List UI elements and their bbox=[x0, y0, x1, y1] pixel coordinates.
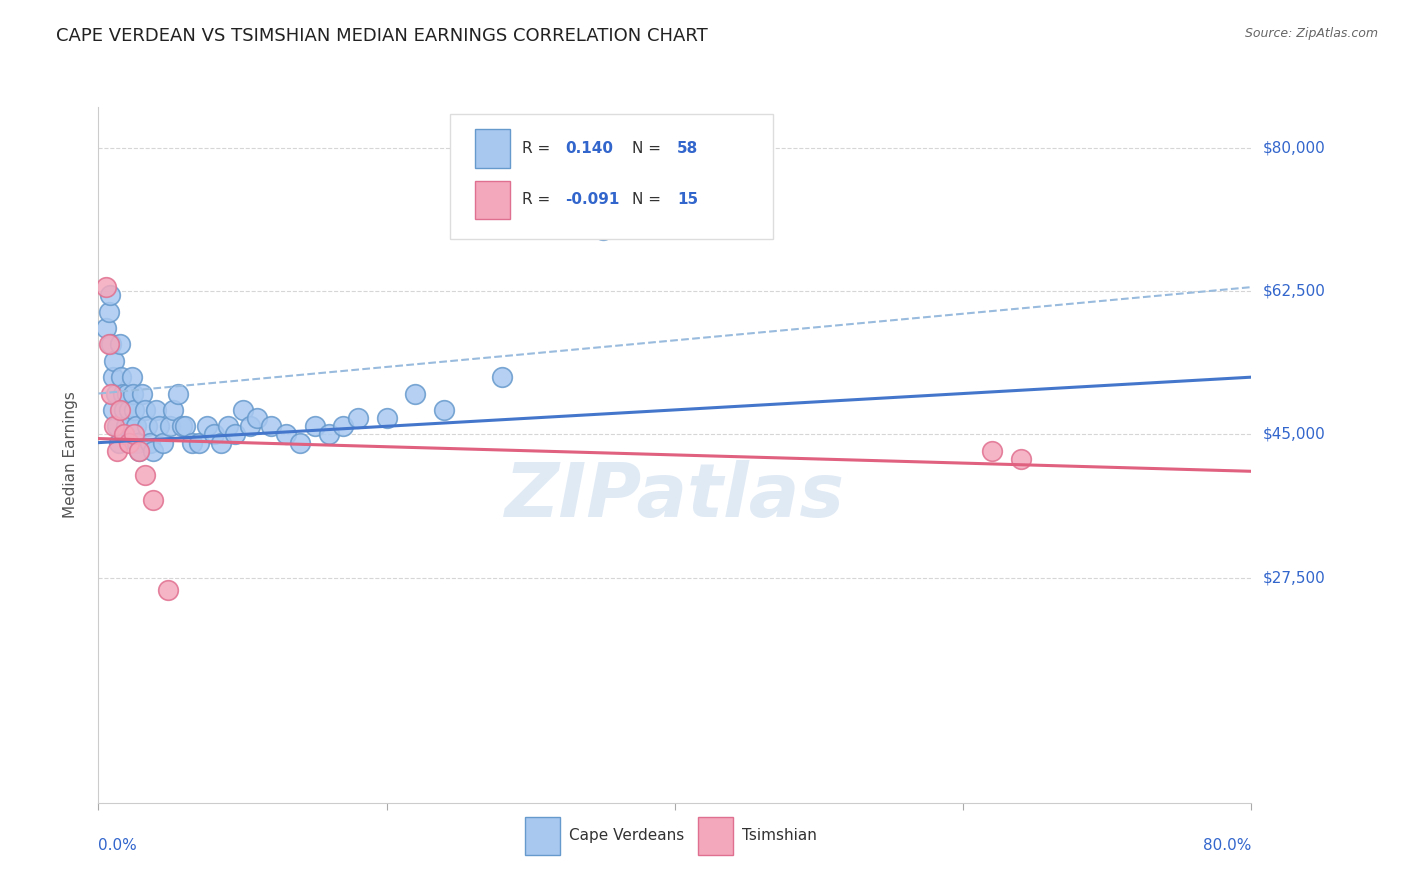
Text: Tsimshian: Tsimshian bbox=[742, 829, 817, 843]
Point bbox=[117, 386, 138, 401]
Point bbox=[112, 427, 135, 442]
Point bbox=[592, 223, 614, 237]
Point bbox=[98, 288, 121, 302]
Text: 0.140: 0.140 bbox=[565, 141, 613, 156]
Point bbox=[491, 370, 513, 384]
Point bbox=[100, 386, 122, 401]
Point bbox=[97, 337, 120, 351]
Point bbox=[103, 353, 125, 368]
Point bbox=[202, 427, 225, 442]
Point bbox=[124, 427, 146, 442]
Bar bbox=[475, 129, 510, 168]
Point bbox=[128, 443, 150, 458]
Point bbox=[981, 443, 1004, 458]
Text: ZIPatlas: ZIPatlas bbox=[505, 460, 845, 533]
Text: 0.0%: 0.0% bbox=[98, 838, 138, 853]
Point bbox=[127, 435, 149, 450]
Text: $80,000: $80,000 bbox=[1263, 140, 1326, 155]
Point bbox=[209, 435, 232, 450]
Point bbox=[239, 419, 262, 434]
Point bbox=[124, 403, 146, 417]
Point bbox=[346, 411, 368, 425]
Text: $45,000: $45,000 bbox=[1263, 427, 1326, 442]
Point bbox=[125, 419, 148, 434]
Text: 80.0%: 80.0% bbox=[1204, 838, 1251, 853]
Text: $62,500: $62,500 bbox=[1263, 284, 1326, 299]
Point bbox=[332, 419, 354, 434]
Point bbox=[108, 337, 131, 351]
Point bbox=[318, 427, 340, 442]
Point bbox=[170, 419, 193, 434]
Text: N =: N = bbox=[633, 193, 666, 207]
Point bbox=[105, 443, 128, 458]
Point bbox=[231, 403, 254, 417]
Text: $27,500: $27,500 bbox=[1263, 570, 1326, 585]
Point bbox=[217, 419, 239, 434]
Point bbox=[118, 435, 141, 450]
Point bbox=[128, 443, 150, 458]
Point bbox=[290, 435, 312, 450]
Point bbox=[260, 419, 283, 434]
Point bbox=[148, 419, 170, 434]
Point bbox=[142, 443, 165, 458]
Point bbox=[122, 386, 145, 401]
Point bbox=[142, 492, 165, 507]
Point bbox=[304, 419, 326, 434]
Point bbox=[174, 419, 197, 434]
Point bbox=[118, 403, 141, 417]
Text: N =: N = bbox=[633, 141, 666, 156]
Point bbox=[101, 403, 124, 417]
Point bbox=[114, 419, 136, 434]
Point bbox=[131, 386, 153, 401]
Point bbox=[107, 435, 129, 450]
Point bbox=[152, 435, 174, 450]
Point bbox=[1010, 452, 1032, 467]
Text: R =: R = bbox=[522, 193, 554, 207]
Point bbox=[139, 435, 162, 450]
Point bbox=[120, 419, 142, 434]
Y-axis label: Median Earnings: Median Earnings bbox=[63, 392, 77, 518]
FancyBboxPatch shape bbox=[450, 114, 773, 239]
Point bbox=[110, 370, 132, 384]
Point bbox=[103, 419, 125, 434]
Point bbox=[104, 386, 127, 401]
Point bbox=[162, 403, 184, 417]
Point bbox=[134, 403, 156, 417]
Point bbox=[433, 403, 456, 417]
Point bbox=[94, 321, 117, 335]
Text: Cape Verdeans: Cape Verdeans bbox=[569, 829, 685, 843]
Point bbox=[105, 419, 128, 434]
Point bbox=[111, 386, 134, 401]
Point bbox=[375, 411, 398, 425]
Text: 58: 58 bbox=[678, 141, 699, 156]
Point bbox=[100, 337, 122, 351]
Point bbox=[145, 403, 167, 417]
Bar bbox=[475, 181, 510, 219]
Point bbox=[224, 427, 246, 442]
Point bbox=[101, 370, 124, 384]
Point bbox=[156, 582, 179, 597]
Text: R =: R = bbox=[522, 141, 554, 156]
Point bbox=[136, 419, 159, 434]
Text: CAPE VERDEAN VS TSIMSHIAN MEDIAN EARNINGS CORRELATION CHART: CAPE VERDEAN VS TSIMSHIAN MEDIAN EARNING… bbox=[56, 27, 709, 45]
Point bbox=[134, 468, 156, 483]
Point bbox=[246, 411, 269, 425]
Point bbox=[166, 386, 188, 401]
Point bbox=[112, 403, 135, 417]
Point bbox=[274, 427, 297, 442]
Point bbox=[405, 386, 427, 401]
Bar bbox=[697, 817, 733, 855]
Point bbox=[181, 435, 204, 450]
Text: -0.091: -0.091 bbox=[565, 193, 620, 207]
Bar bbox=[524, 817, 560, 855]
Point bbox=[159, 419, 181, 434]
Point bbox=[188, 435, 211, 450]
Point bbox=[97, 304, 120, 318]
Point bbox=[108, 403, 131, 417]
Point bbox=[121, 370, 143, 384]
Point bbox=[195, 419, 218, 434]
Point bbox=[94, 280, 117, 294]
Text: Source: ZipAtlas.com: Source: ZipAtlas.com bbox=[1244, 27, 1378, 40]
Text: 15: 15 bbox=[678, 193, 699, 207]
